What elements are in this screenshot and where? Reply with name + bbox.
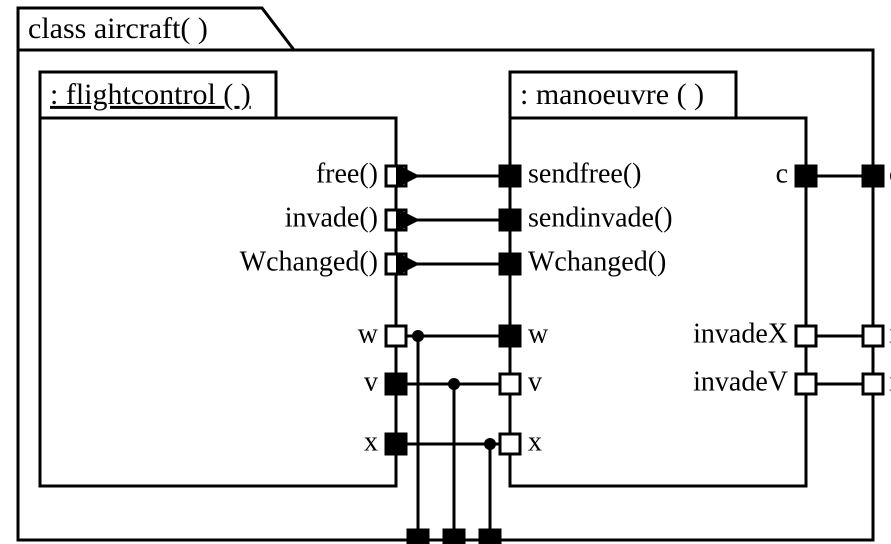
mn-lport-sendinvade [500,210,520,230]
class-title: class aircraft( ) [28,12,208,45]
mn-llabel-wchanged2: Wchanged() [528,246,666,277]
flightcontrol-title: : flightcontrol ( ) [50,78,251,111]
fc-port-invade [386,210,406,230]
mn-llabel-v2: v [528,366,542,397]
fc-label-free: free() [316,158,378,189]
bottom-port-v_bot [444,530,464,544]
bottom-port-w_bot [408,530,428,544]
fc-port-wchanged [386,254,406,274]
mn-rlabel-c: c [776,158,788,189]
mn-lport-sendfree [500,166,520,186]
mn-llabel-sendinvade: sendinvade() [528,202,673,233]
mn-rport-c [796,166,816,186]
fc-label-w: w [358,318,379,349]
mn-rport-invadeX [796,326,816,346]
outer-port-invadeX_out [863,326,883,346]
fc-label-invade: invade() [285,202,378,233]
fc-port-free [386,166,406,186]
fc-label-x: x [364,426,378,457]
mn-llabel-x2: x [528,426,542,457]
mn-rlabel-invadeX: invadeX [693,318,788,349]
mn-llabel-sendfree: sendfree() [528,158,641,189]
mn-rlabel-invadeV: invadeV [693,366,788,397]
fc-port-x [386,434,406,454]
mn-lport-v2 [500,374,520,394]
fc-label-v: v [364,366,378,397]
mn-llabel-w2: w [528,318,549,349]
mn-lport-x2 [500,434,520,454]
bottom-port-x_bot [480,530,500,544]
outer-port-c_out [863,166,883,186]
mn-rport-invadeV [796,374,816,394]
fc-port-w [386,326,406,346]
fc-label-wchanged: Wchanged() [240,246,378,277]
mn-lport-wchanged2 [500,254,520,274]
fc-port-v [386,374,406,394]
manoeuvre-title: : manoeuvre ( ) [520,78,704,111]
mn-lport-w2 [500,326,520,346]
outer-port-invadeV_out [863,374,883,394]
